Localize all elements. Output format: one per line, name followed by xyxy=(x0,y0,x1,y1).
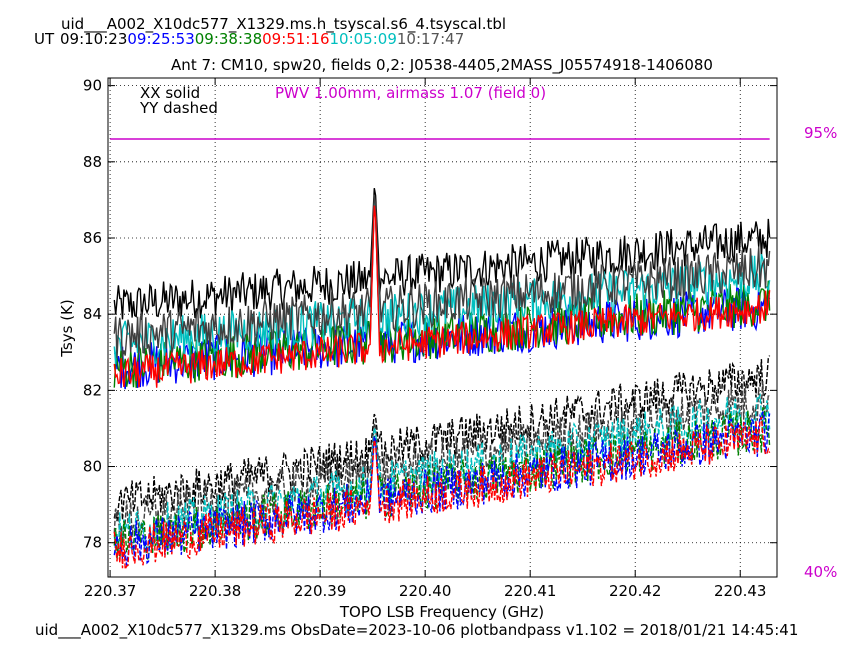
ut-label: UT xyxy=(34,30,55,48)
atm-label-bottom: 40% xyxy=(804,563,837,581)
x-tick-label: 220.40 xyxy=(399,582,452,600)
x-tick-label: 220.38 xyxy=(189,582,242,600)
ut-time-1: 09:10:23 xyxy=(60,30,127,48)
y-tick-label: 84 xyxy=(83,305,102,323)
ut-times: 09:10:2309:25:5309:38:3809:51:1610:05:09… xyxy=(60,30,464,48)
x-tick-label: 220.37 xyxy=(84,582,137,600)
y-axis-label: Tsys (K) xyxy=(58,299,76,358)
pwv-annotation: PWV 1.00mm, airmass 1.07 (field 0) xyxy=(275,84,546,102)
ut-time-3: 09:38:38 xyxy=(195,30,262,48)
x-tick-label: 220.39 xyxy=(294,582,347,600)
plot-frame xyxy=(107,77,778,578)
y-tick-label: 88 xyxy=(83,153,102,171)
y-tick-label: 86 xyxy=(83,229,102,247)
legend-yy: YY dashed xyxy=(139,99,218,117)
ut-time-4: 09:51:16 xyxy=(262,30,329,48)
series-line-yy-8 xyxy=(113,392,771,553)
legend-xx: XX solid xyxy=(140,84,200,102)
y-tick-label: 90 xyxy=(83,77,102,95)
ut-time-5: 10:05:09 xyxy=(330,30,397,48)
y-tick-label: 80 xyxy=(83,458,102,476)
x-tick-label: 220.42 xyxy=(609,582,662,600)
series-line-xx-0 xyxy=(113,187,771,321)
series-line-xx-5 xyxy=(113,205,771,388)
x-tick-label: 220.41 xyxy=(504,582,557,600)
chart-title: Ant 7: CM10, spw20, fields 0,2: J0538-44… xyxy=(171,56,713,75)
series-line-yy-7 xyxy=(113,381,771,542)
x-tick-label: 220.43 xyxy=(714,582,767,600)
y-tick-label: 78 xyxy=(83,534,102,552)
y-tick-label: 82 xyxy=(83,381,102,399)
atm-label-top: 95% xyxy=(804,124,837,142)
ut-time-2: 09:25:53 xyxy=(127,30,194,48)
series-line-yy-11 xyxy=(113,416,771,570)
series-group xyxy=(113,187,771,570)
file-title: uid___A002_X10dc577_X1329.ms.h_tsyscal.s… xyxy=(61,15,506,34)
series-line-yy-6 xyxy=(113,355,771,522)
axis-ticks: 220.37 220.38 220.39 220.40 220.41 220.42 220.… xyxy=(83,77,777,600)
footer-text: uid___A002_X10dc577_X1329.ms ObsDate=202… xyxy=(35,621,798,640)
x-axis-label: TOPO LSB Frequency (GHz) xyxy=(339,603,544,621)
ut-time-6: 10:17:47 xyxy=(397,30,464,48)
series-line-xx-4 xyxy=(113,194,771,359)
